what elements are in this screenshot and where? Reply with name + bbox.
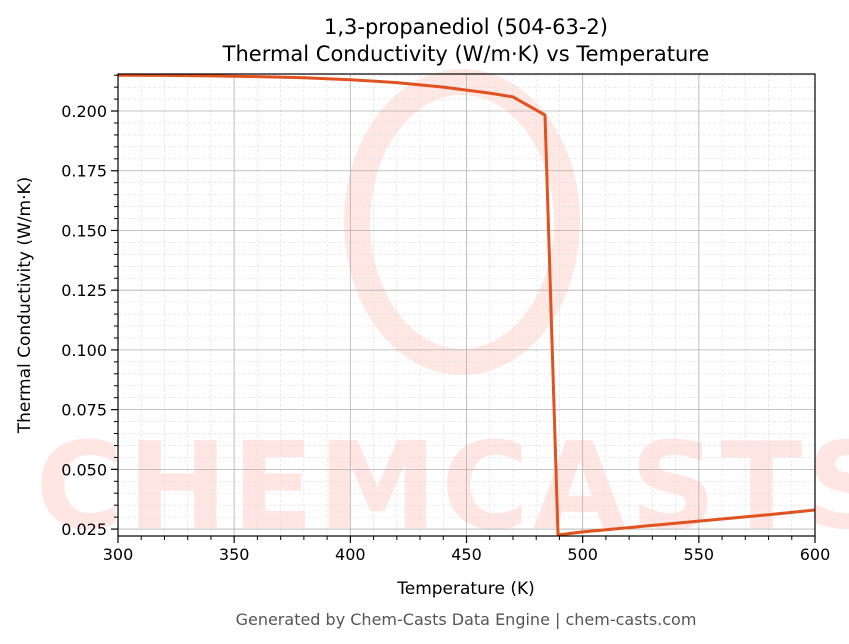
series-layer bbox=[117, 73, 816, 537]
chart-subtitle: Thermal Conductivity (W/m·K) vs Temperat… bbox=[222, 42, 710, 66]
watermark-ring bbox=[344, 69, 580, 375]
x-tick-label: 350 bbox=[219, 545, 250, 564]
y-axis-label: Thermal Conductivity (W/m·K) bbox=[15, 177, 35, 435]
y-tick-label: 0.200 bbox=[61, 102, 107, 121]
y-tick-label: 0.150 bbox=[61, 221, 107, 240]
y-tick-label: 0.100 bbox=[61, 341, 107, 360]
y-tick-label: 0.175 bbox=[61, 162, 107, 181]
ticks: 300 350 400 450 500 550 600 0.025 0.050 0.075 0.10… bbox=[61, 74, 831, 564]
x-tick-label: 400 bbox=[335, 545, 366, 564]
x-tick-label: 300 bbox=[103, 545, 134, 564]
series-line bbox=[117, 73, 816, 537]
x-tick-label: 550 bbox=[684, 545, 715, 564]
x-tick-label: 600 bbox=[800, 545, 831, 564]
chart-title: 1,3-propanediol (504-63-2) bbox=[324, 15, 608, 39]
watermark-text: CHEMCASTS bbox=[35, 418, 849, 557]
x-tick-label: 500 bbox=[567, 545, 598, 564]
watermark: CHEMCASTS bbox=[35, 69, 849, 557]
x-axis-label: Temperature (K) bbox=[396, 579, 535, 599]
y-tick-label: 0.125 bbox=[61, 281, 107, 300]
footer-credit: Generated by Chem-Casts Data Engine | ch… bbox=[236, 610, 697, 629]
y-tick-label: 0.050 bbox=[61, 460, 107, 479]
y-tick-label: 0.025 bbox=[61, 520, 107, 539]
x-tick-label: 450 bbox=[451, 545, 482, 564]
y-tick-label: 0.075 bbox=[61, 401, 107, 420]
grid bbox=[117, 74, 816, 536]
